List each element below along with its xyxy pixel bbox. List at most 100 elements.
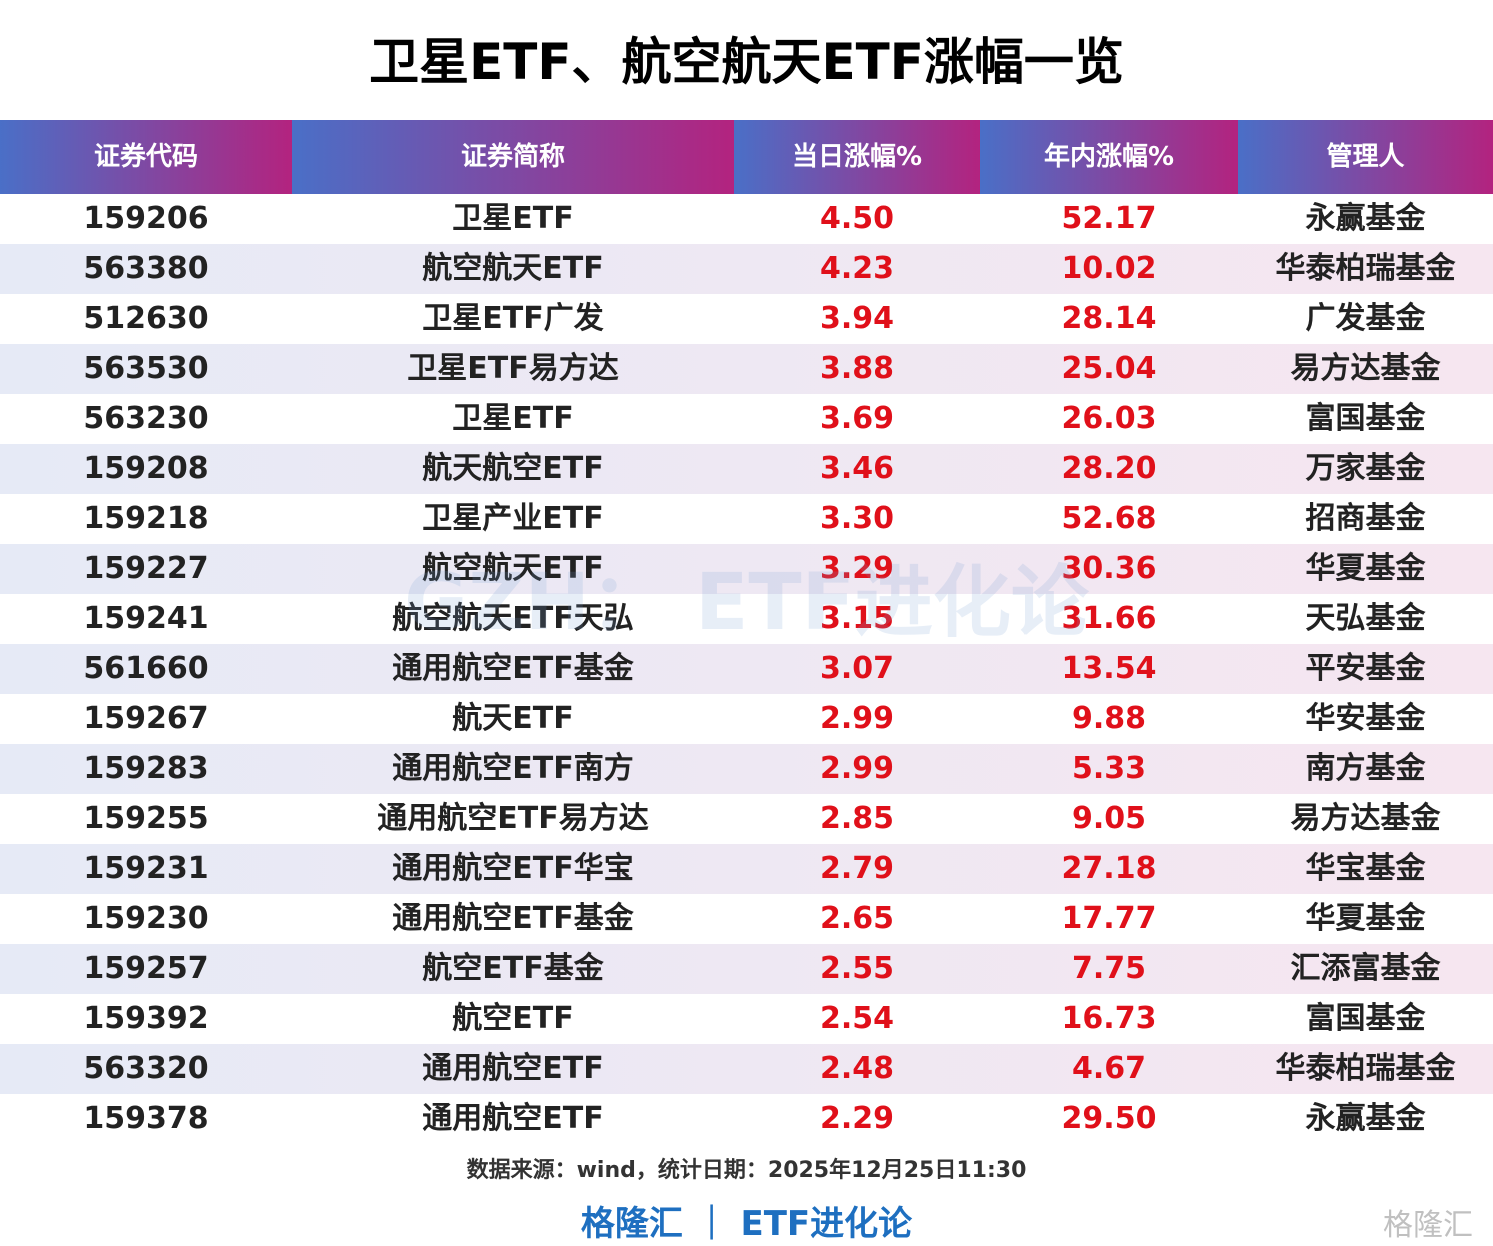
table-cell: 4.50: [819, 201, 895, 236]
table-cell: 31.66: [1061, 601, 1157, 636]
table-cell: 9.05: [1071, 801, 1147, 836]
table-cell: 通用航空ETF华宝: [392, 851, 634, 886]
table-cell: 30.36: [1061, 551, 1157, 586]
table-cell: 汇添富基金: [1290, 951, 1441, 986]
table-cell: 159378: [83, 1101, 209, 1136]
table-cell: 通用航空ETF: [422, 1101, 604, 1136]
table-cell: 航空航天ETF天弘: [392, 601, 634, 636]
table-cell: 159227: [83, 551, 209, 586]
table-cell: 华宝基金: [1305, 851, 1426, 886]
table-cell: 3.07: [819, 651, 895, 686]
table-cell: 2.99: [819, 701, 895, 736]
table-cell: 29.50: [1061, 1101, 1157, 1136]
table-cell: 10.02: [1061, 251, 1157, 286]
table-cell: 航空ETF: [452, 1001, 574, 1036]
table-cell: 5.33: [1071, 751, 1147, 786]
table-cell: 广发基金: [1305, 301, 1426, 336]
title: 卫星ETF、航空航天ETF涨幅一览: [369, 33, 1124, 91]
table-cell: 2.29: [819, 1101, 895, 1136]
table-body: 159206 卫星ETF 4.50 52.17 永赢基金 563380 航空航天ETF 4.2…: [0, 194, 1493, 1144]
table-cell: 3.88: [819, 351, 895, 386]
table-cell: 3.94: [819, 301, 895, 336]
table-cell: 13.54: [1061, 651, 1157, 686]
table-row: 159218 卫星产业ETF 3.30 52.68 招商基金: [0, 494, 1493, 544]
table-cell: 易方达基金: [1290, 351, 1441, 386]
table-row: 159267 航天ETF 2.99 9.88 华安基金: [0, 694, 1493, 744]
table-cell: 17.77: [1061, 901, 1157, 936]
table-cell: 华夏基金: [1305, 901, 1426, 936]
table-row: 159255 通用航空ETF易方达 2.85 9.05 易方达基金: [0, 794, 1493, 844]
table-row: 159206 卫星ETF 4.50 52.17 永赢基金: [0, 194, 1493, 244]
table-cell: 通用航空ETF基金: [392, 901, 634, 936]
column-header: 证券代码: [0, 120, 292, 194]
table-cell: 28.20: [1061, 451, 1157, 486]
table-cell: 28.14: [1061, 301, 1157, 336]
table-cell: 159283: [83, 751, 209, 786]
table-row: 561660 通用航空ETF基金 3.07 13.54 平安基金: [0, 644, 1493, 694]
table-cell: 2.48: [819, 1051, 895, 1086]
table-cell: 159255: [83, 801, 209, 836]
table-cell: 512630: [83, 301, 209, 336]
table-cell: 招商基金: [1305, 501, 1426, 536]
table-row: 563230 卫星ETF 3.69 26.03 富国基金: [0, 394, 1493, 444]
table-cell: 卫星ETF广发: [422, 301, 604, 336]
column-header: 证券简称: [292, 120, 734, 194]
table-row: 159392 航空ETF 2.54 16.73 富国基金: [0, 994, 1493, 1044]
table-cell: 富国基金: [1305, 401, 1426, 436]
table-cell: 52.68: [1061, 501, 1157, 536]
table-cell: 9.88: [1071, 701, 1147, 736]
table-cell: 561660: [83, 651, 209, 686]
table-header: 证券代码 证券简称 当日涨幅% 年内涨幅% 管理人: [0, 120, 1493, 194]
table-cell: 3.46: [819, 451, 895, 486]
table-cell: 航天航空ETF: [422, 451, 604, 486]
table-cell: 天弘基金: [1305, 601, 1426, 636]
table-cell: 563380: [83, 251, 209, 286]
table-cell: 52.17: [1061, 201, 1157, 236]
table-cell: 2.65: [819, 901, 895, 936]
table-cell: 3.29: [819, 551, 895, 586]
table-row: 159231 通用航空ETF华宝 2.79 27.18 华宝基金: [0, 844, 1493, 894]
table-row: 563320 通用航空ETF 2.48 4.67 华泰柏瑞基金: [0, 1044, 1493, 1094]
table-cell: 2.54: [819, 1001, 895, 1036]
table-cell: 25.04: [1061, 351, 1157, 386]
table-cell: 华安基金: [1305, 701, 1426, 736]
table-cell: 通用航空ETF南方: [392, 751, 634, 786]
brand: 格隆汇 ｜ ETF进化论: [580, 1204, 913, 1244]
table-cell: 平安基金: [1305, 651, 1426, 686]
table-cell: 2.79: [819, 851, 895, 886]
table-cell: 卫星ETF易方达: [407, 351, 619, 386]
table-cell: 南方基金: [1305, 751, 1426, 786]
table-cell: 159218: [83, 501, 209, 536]
table-cell: 4.23: [819, 251, 895, 286]
table-cell: 159241: [83, 601, 209, 636]
table-cell: 航空航天ETF: [422, 551, 604, 586]
table-cell: 华夏基金: [1305, 551, 1426, 586]
table-cell: 通用航空ETF易方达: [377, 801, 649, 836]
source-note: 数据来源：wind，统计日期：2025年12月25日11:30: [466, 1158, 1027, 1183]
table-row: 159283 通用航空ETF南方 2.99 5.33 南方基金: [0, 744, 1493, 794]
table-cell: 563530: [83, 351, 209, 386]
table-row: 159230 通用航空ETF基金 2.65 17.77 华夏基金: [0, 894, 1493, 944]
table-cell: 航天ETF: [452, 701, 574, 736]
table-cell: 159208: [83, 451, 209, 486]
column-header: 年内涨幅%: [980, 120, 1238, 194]
table-cell: 26.03: [1061, 401, 1157, 436]
table-cell: 4.67: [1071, 1051, 1147, 1086]
table-row: 159241 航空航天ETF天弘 3.15 31.66 天弘基金: [0, 594, 1493, 644]
table-row: 563380 航空航天ETF 4.23 10.02 华泰柏瑞基金: [0, 244, 1493, 294]
table-cell: 2.55: [819, 951, 895, 986]
table-row: 159208 航天航空ETF 3.46 28.20 万家基金: [0, 444, 1493, 494]
table-cell: 3.15: [819, 601, 895, 636]
table-cell: 159230: [83, 901, 209, 936]
column-header: 当日涨幅%: [734, 120, 980, 194]
table-cell: 2.99: [819, 751, 895, 786]
table-cell: 航空ETF基金: [422, 951, 604, 986]
table-cell: 航空航天ETF: [422, 251, 604, 286]
table-cell: 2.85: [819, 801, 895, 836]
table-cell: 159231: [83, 851, 209, 886]
table-row: 159378 通用航空ETF 2.29 29.50 永赢基金: [0, 1094, 1493, 1144]
table-cell: 华泰柏瑞基金: [1275, 251, 1456, 286]
table-cell: 159257: [83, 951, 209, 986]
table-cell: 159392: [83, 1001, 209, 1036]
